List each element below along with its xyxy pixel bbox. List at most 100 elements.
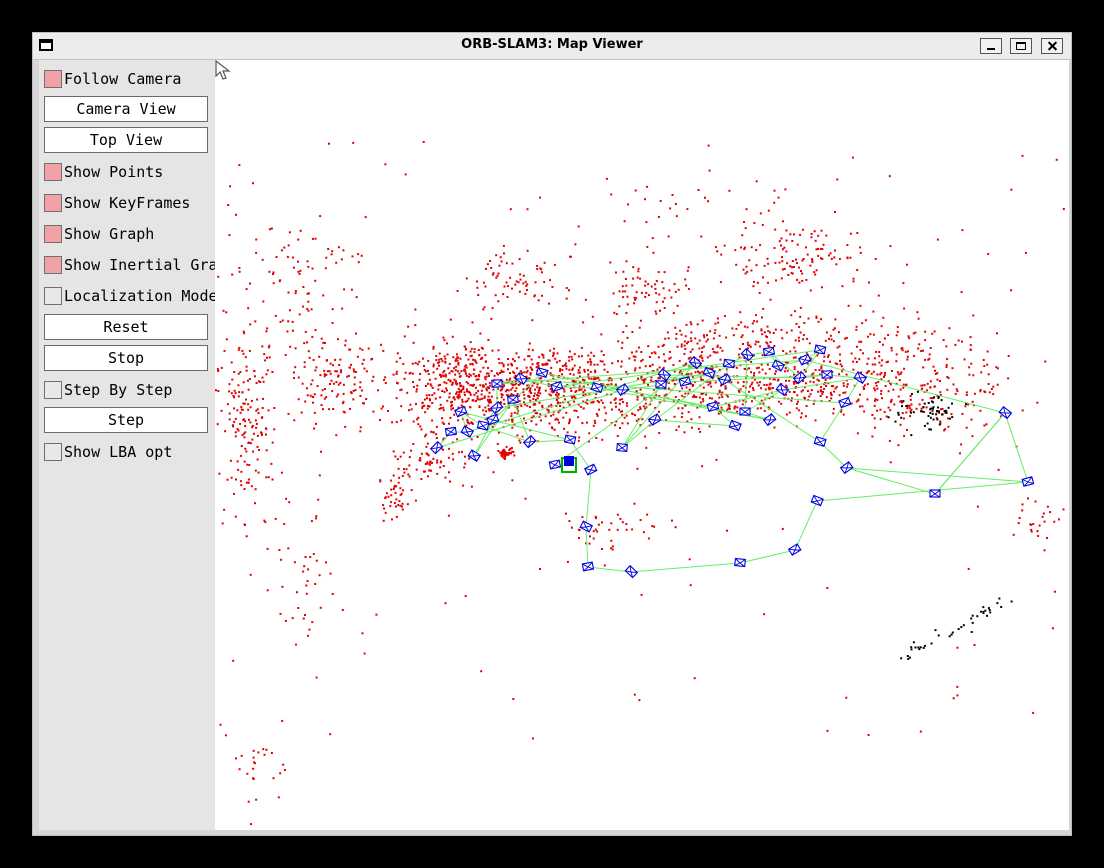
map-point bbox=[510, 393, 513, 396]
map-point bbox=[330, 253, 333, 256]
map-point bbox=[772, 332, 775, 334]
map-point bbox=[568, 289, 570, 292]
map-canvas[interactable] bbox=[215, 60, 1069, 830]
map-point bbox=[519, 382, 522, 385]
show-inertial-graph-box[interactable] bbox=[44, 256, 62, 274]
map-point bbox=[634, 298, 637, 301]
show-graph-checkbox[interactable]: Show Graph bbox=[44, 222, 154, 246]
map-point bbox=[738, 356, 741, 359]
title-bar[interactable]: ORB-SLAM3: Map Viewer bbox=[33, 33, 1071, 60]
map-point bbox=[513, 372, 516, 374]
map-point bbox=[852, 368, 855, 371]
map-point bbox=[887, 390, 890, 393]
map-point bbox=[235, 757, 237, 760]
show-graph-box[interactable] bbox=[44, 225, 62, 243]
step-by-step-checkbox[interactable]: Step By Step bbox=[44, 378, 172, 402]
map-point bbox=[601, 548, 603, 550]
map-point bbox=[663, 307, 666, 309]
map-point bbox=[877, 381, 880, 383]
map-point bbox=[438, 407, 441, 410]
map-point bbox=[758, 292, 761, 294]
map-point bbox=[339, 358, 342, 361]
map-point bbox=[468, 373, 471, 376]
map-point bbox=[323, 369, 326, 372]
show-keyframes-box[interactable] bbox=[44, 194, 62, 212]
map-point bbox=[876, 399, 879, 402]
map-viewport[interactable] bbox=[215, 60, 1069, 830]
map-point bbox=[256, 445, 259, 448]
map-point bbox=[689, 321, 692, 324]
close-button[interactable] bbox=[1041, 38, 1063, 54]
map-point bbox=[379, 480, 382, 483]
map-point bbox=[823, 355, 826, 358]
map-point bbox=[508, 451, 511, 454]
map-point bbox=[563, 427, 566, 430]
map-point bbox=[610, 379, 613, 382]
localization-mode-checkbox[interactable]: Localization Mode bbox=[44, 284, 218, 308]
map-point bbox=[530, 420, 533, 423]
map-point bbox=[234, 417, 237, 420]
map-point bbox=[468, 422, 471, 425]
map-point bbox=[890, 400, 893, 402]
window-icon[interactable] bbox=[39, 39, 53, 51]
map-point bbox=[794, 356, 797, 359]
map-point bbox=[603, 564, 606, 567]
map-point bbox=[460, 370, 463, 373]
step-by-step-box[interactable] bbox=[44, 381, 62, 399]
show-lba-opt-box[interactable] bbox=[44, 443, 62, 461]
follow-camera-checkbox[interactable]: Follow Camera bbox=[44, 67, 181, 91]
map-point bbox=[924, 358, 926, 361]
map-point bbox=[297, 270, 300, 273]
map-point bbox=[478, 405, 481, 408]
map-point bbox=[890, 349, 893, 352]
show-lba-opt-checkbox[interactable]: Show LBA opt bbox=[44, 440, 172, 464]
map-point bbox=[636, 276, 639, 279]
map-point bbox=[244, 447, 247, 450]
stop-button[interactable]: Stop bbox=[44, 345, 208, 371]
map-point bbox=[536, 397, 539, 400]
camera-view-button[interactable]: Camera View bbox=[44, 96, 208, 122]
map-point bbox=[526, 283, 529, 286]
map-point bbox=[515, 280, 518, 283]
map-point bbox=[420, 452, 423, 455]
map-point bbox=[677, 425, 680, 428]
map-point bbox=[655, 394, 658, 397]
map-point bbox=[280, 471, 283, 474]
map-point bbox=[588, 440, 590, 443]
map-point bbox=[456, 359, 459, 362]
map-point bbox=[768, 383, 771, 386]
map-point bbox=[641, 393, 644, 396]
map-point bbox=[549, 394, 552, 397]
map-point bbox=[938, 423, 941, 426]
keyframe bbox=[491, 379, 503, 388]
map-point bbox=[967, 567, 970, 570]
map-point bbox=[852, 280, 855, 283]
map-point bbox=[906, 428, 908, 431]
map-point bbox=[396, 458, 399, 461]
map-point bbox=[392, 450, 395, 453]
show-keyframes-checkbox[interactable]: Show KeyFrames bbox=[44, 191, 190, 215]
map-point bbox=[556, 418, 559, 421]
top-view-button[interactable]: Top View bbox=[44, 127, 208, 153]
map-point bbox=[457, 406, 460, 409]
minimize-button[interactable] bbox=[980, 38, 1002, 54]
localization-mode-box[interactable] bbox=[44, 287, 62, 305]
step-button[interactable]: Step bbox=[44, 407, 208, 433]
show-points-box[interactable] bbox=[44, 163, 62, 181]
show-inertial-graph-checkbox[interactable]: Show Inertial Graph bbox=[44, 253, 236, 277]
map-point bbox=[925, 406, 928, 409]
maximize-button[interactable] bbox=[1010, 38, 1032, 54]
map-point bbox=[816, 354, 819, 357]
map-point bbox=[238, 391, 241, 394]
map-point bbox=[284, 354, 287, 356]
follow-camera-box[interactable] bbox=[44, 70, 62, 88]
show-points-checkbox[interactable]: Show Points bbox=[44, 160, 163, 184]
map-point bbox=[697, 371, 700, 374]
map-point bbox=[424, 411, 427, 414]
map-point bbox=[215, 389, 217, 392]
map-point bbox=[638, 326, 641, 329]
map-point bbox=[577, 403, 580, 406]
map-point bbox=[916, 390, 919, 393]
map-point bbox=[569, 372, 572, 375]
reset-button[interactable]: Reset bbox=[44, 314, 208, 340]
